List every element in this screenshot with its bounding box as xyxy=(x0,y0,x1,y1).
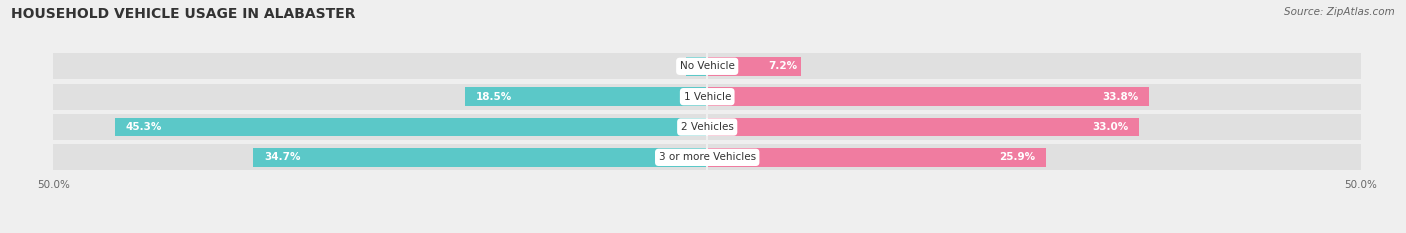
Bar xyxy=(115,118,707,136)
Text: 2 Vehicles: 2 Vehicles xyxy=(681,122,734,132)
Text: 18.5%: 18.5% xyxy=(475,92,512,102)
Text: 7.2%: 7.2% xyxy=(768,61,797,71)
Bar xyxy=(53,84,1361,110)
Text: Source: ZipAtlas.com: Source: ZipAtlas.com xyxy=(1284,7,1395,17)
Bar xyxy=(465,87,707,106)
Text: 1 Vehicle: 1 Vehicle xyxy=(683,92,731,102)
Bar xyxy=(707,57,801,76)
Text: 25.9%: 25.9% xyxy=(1000,152,1035,162)
Bar xyxy=(686,57,707,76)
Text: HOUSEHOLD VEHICLE USAGE IN ALABASTER: HOUSEHOLD VEHICLE USAGE IN ALABASTER xyxy=(11,7,356,21)
Text: 34.7%: 34.7% xyxy=(264,152,301,162)
Text: 1.6%: 1.6% xyxy=(690,61,720,71)
Bar xyxy=(253,148,707,167)
Bar xyxy=(707,87,1149,106)
Bar xyxy=(53,114,1361,140)
Bar xyxy=(53,53,1361,79)
Text: 45.3%: 45.3% xyxy=(125,122,162,132)
Bar xyxy=(707,118,1139,136)
Text: No Vehicle: No Vehicle xyxy=(679,61,735,71)
Text: 33.0%: 33.0% xyxy=(1092,122,1128,132)
Text: 3 or more Vehicles: 3 or more Vehicles xyxy=(658,152,756,162)
Text: 33.8%: 33.8% xyxy=(1102,92,1139,102)
Bar xyxy=(53,144,1361,170)
Bar xyxy=(707,148,1046,167)
